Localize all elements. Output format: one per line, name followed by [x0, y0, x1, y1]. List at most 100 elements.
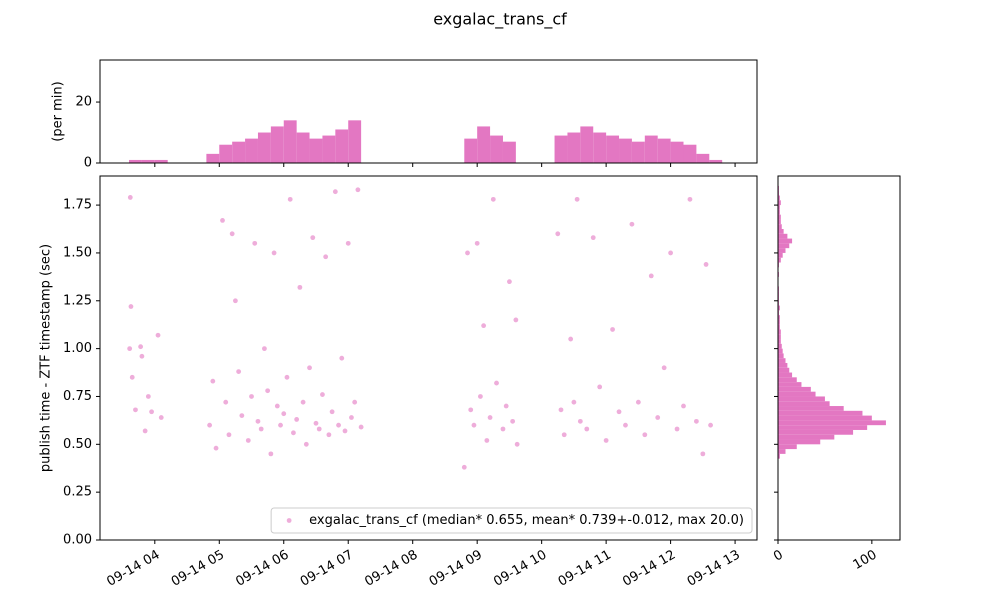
hist-bar: [778, 420, 886, 426]
scatter-point: [687, 196, 693, 202]
hist-bar: [778, 319, 780, 325]
scatter-point: [681, 403, 686, 409]
scatter-point: [300, 399, 306, 405]
scatter-point: [708, 422, 713, 428]
hist-bar: [778, 362, 788, 368]
hist-bar: [778, 315, 780, 320]
scatter-point: [303, 441, 309, 447]
scatter-point: [468, 407, 474, 413]
scatter-point: [471, 422, 477, 428]
scatter-point: [616, 409, 622, 415]
scatter-point: [133, 407, 138, 413]
scatter-point: [145, 394, 151, 399]
hist-bar: [778, 382, 802, 387]
scatter-point: [268, 451, 274, 457]
hist-bar: [778, 229, 784, 234]
scatter-point: [490, 196, 496, 202]
hist-bar: [778, 372, 793, 378]
scatter-point: [514, 441, 520, 447]
y-tick-label: 1.50: [63, 245, 92, 260]
hist-bar: [644, 135, 658, 163]
scatter-point: [629, 221, 635, 227]
hist-bar: [696, 153, 710, 163]
scatter-point: [603, 438, 609, 443]
scatter-point: [571, 399, 577, 405]
hist-bar: [232, 141, 246, 163]
scatter-point: [149, 409, 154, 415]
scatter-point: [703, 262, 709, 267]
scatter-point: [668, 250, 674, 256]
hist-bar: [778, 386, 811, 392]
hist-bar: [778, 257, 781, 263]
scatter-point: [213, 445, 219, 451]
scatter-point: [339, 355, 345, 361]
scatter-point: [635, 399, 641, 405]
scatter-point: [223, 399, 229, 405]
hist-bar: [778, 449, 786, 454]
hist-bar: [219, 144, 233, 163]
scatter-point: [281, 411, 287, 417]
scatter-point: [674, 426, 680, 432]
scatter-point: [142, 428, 148, 434]
scatter-point: [297, 284, 303, 290]
hist-bar: [778, 243, 790, 249]
hist-bar: [670, 141, 684, 163]
y-tick-label: 0.00: [63, 533, 92, 548]
scatter-point: [568, 336, 574, 342]
scatter-point: [558, 407, 564, 413]
scatter-point: [358, 424, 364, 430]
hist-bar: [778, 224, 782, 230]
hist-bar: [257, 132, 271, 163]
scatter-point: [500, 426, 506, 432]
hist-bar: [245, 138, 258, 163]
scatter-point: [494, 380, 499, 386]
y-axis-label: publish time - ZTF timestamp (sec): [39, 244, 54, 472]
scatter-point: [474, 240, 480, 246]
scatter-point: [155, 332, 161, 338]
hist-bar: [778, 415, 872, 421]
hist-bar: [141, 159, 155, 163]
hist-bar: [348, 120, 362, 163]
hist-bar: [778, 233, 788, 239]
hist-bar: [778, 343, 782, 349]
scatter-point: [320, 392, 325, 397]
hist-bar: [709, 159, 723, 163]
hist-bar: [606, 135, 620, 163]
scatter-point: [307, 365, 312, 371]
scatter-point: [326, 432, 332, 438]
scatter-point: [138, 344, 144, 350]
hist-bar: [778, 248, 786, 253]
y-tick-label: 0.50: [63, 437, 92, 452]
axes-frame: [99, 175, 758, 541]
legend: exgalac_trans_cf (median* 0.655, mean* 0…: [270, 507, 753, 534]
scatter-point: [597, 384, 603, 390]
legend-marker: [286, 518, 292, 523]
axes-frame: [99, 59, 758, 164]
hist-bar: [778, 329, 781, 335]
scatter-point: [648, 273, 654, 279]
hist-bar: [270, 126, 284, 163]
scatter-point: [139, 353, 145, 359]
y-tick-label: 0.25: [63, 485, 92, 500]
hist-bar: [567, 132, 581, 163]
hist-bar: [778, 348, 783, 354]
scatter-point: [555, 231, 561, 237]
scatter-point: [291, 430, 296, 436]
hist-bar: [683, 144, 697, 163]
scatter-point: [510, 418, 516, 424]
hist-bar: [778, 358, 786, 363]
hist-bar: [778, 252, 783, 258]
hist-bar: [554, 135, 568, 163]
scatter-point: [655, 415, 661, 420]
scatter-point: [249, 394, 254, 399]
hist-bar: [778, 334, 781, 340]
scatter-point: [129, 374, 135, 380]
y-tick-label: 1.00: [63, 341, 92, 356]
scatter-point: [465, 250, 470, 256]
scatter-point: [210, 378, 216, 384]
hist-bar: [778, 391, 816, 397]
scatter-point: [329, 409, 335, 415]
scatter-point: [258, 426, 264, 432]
